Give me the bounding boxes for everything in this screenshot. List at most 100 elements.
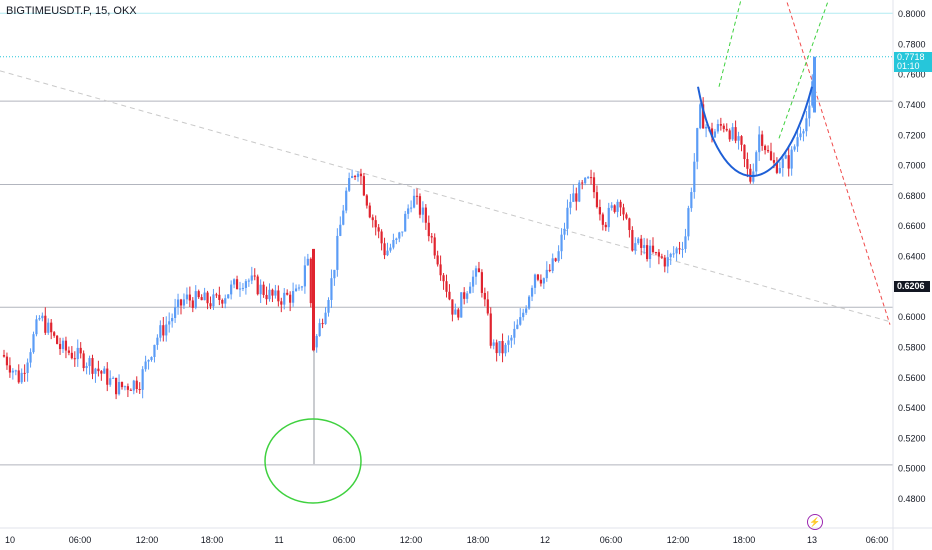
candle-body: [740, 136, 743, 145]
candle-body: [805, 118, 808, 132]
candle-body: [471, 276, 475, 287]
candle-body: [318, 323, 321, 336]
candle-body: [681, 248, 684, 250]
candle-body: [289, 294, 292, 303]
candle-body: [2, 355, 6, 357]
candle-body: [303, 265, 306, 287]
red-dashed-line: [785, 0, 891, 325]
candle-body: [383, 243, 386, 256]
candle-body: [808, 105, 811, 119]
candle-body: [731, 127, 734, 140]
price-tick-label: 0.6800: [898, 191, 926, 201]
descending-trend-line: [0, 70, 891, 323]
candle-body: [784, 155, 787, 159]
time-tick-label: 06:00: [600, 535, 623, 545]
candle-body: [539, 279, 542, 284]
candle-body: [424, 207, 427, 223]
candle-body: [436, 255, 439, 265]
candle-body: [67, 350, 70, 353]
candle-body: [407, 208, 410, 214]
candle-body: [327, 299, 330, 313]
candlesticks: [2, 56, 816, 465]
time-tick-label: 12:00: [136, 535, 159, 545]
candle-body: [256, 276, 259, 295]
candle-body: [775, 162, 778, 173]
candle-body: [766, 150, 770, 152]
candle-body: [678, 248, 681, 250]
candle-body: [421, 207, 424, 215]
candle-body: [554, 258, 557, 261]
candle-body: [755, 152, 758, 172]
candle-body: [486, 299, 489, 314]
candle-body: [85, 366, 88, 369]
candle-body: [271, 289, 274, 296]
candle-body: [634, 243, 637, 251]
candle-body: [439, 264, 442, 276]
candle-body: [525, 308, 528, 313]
time-tick-label: 18:00: [467, 535, 490, 545]
candle-body: [262, 284, 265, 295]
candle-body: [790, 149, 793, 169]
candle-body: [365, 195, 368, 206]
candle-body: [483, 292, 486, 300]
candle-body: [79, 347, 82, 354]
candle-body: [415, 195, 419, 197]
candle-body: [212, 294, 215, 307]
candle-body: [20, 372, 23, 383]
candle-body: [41, 315, 44, 319]
candle-body: [463, 292, 466, 299]
lightning-icon[interactable]: ⚡: [807, 514, 823, 530]
candle-body: [781, 158, 784, 168]
candle-body: [162, 325, 165, 336]
candle-body: [150, 356, 153, 361]
candle-body: [112, 377, 115, 379]
candle-body: [572, 193, 575, 202]
candle-body: [728, 130, 731, 140]
candle-body: [445, 281, 448, 292]
candle-body: [690, 192, 693, 209]
candle-body: [578, 182, 581, 202]
candle-body: [457, 309, 460, 318]
price-tick-label: 0.8000: [898, 9, 926, 19]
candle-body: [522, 312, 525, 318]
candle-body: [389, 247, 392, 251]
price-axis[interactable]: 0.8000 0.7800 0.7600 0.7400 0.7200 0.7000 0.68…: [892, 0, 926, 550]
candle-body: [672, 253, 675, 255]
candle-body: [194, 291, 197, 308]
candle-body: [412, 195, 416, 208]
candle-body: [696, 128, 699, 162]
candle-body: [631, 230, 634, 251]
candle-body: [144, 361, 147, 370]
candle-body: [182, 299, 186, 306]
candle-body: [306, 258, 309, 266]
candle-body: [734, 127, 737, 141]
time-axis[interactable]: 10 06:00 12:00 18:00 11 06:00 12:00 18:00 12 06:0…: [0, 527, 932, 545]
candle-body: [536, 274, 540, 280]
candle-body: [598, 207, 601, 215]
candle-body: [56, 335, 59, 344]
candle-body: [244, 281, 247, 288]
candle-body: [519, 317, 522, 325]
candle-body: [292, 291, 295, 303]
candle-body: [495, 342, 498, 354]
symbol-title: BIGTIMEUSDT.P, 15, OKX: [6, 5, 137, 17]
candle-body: [82, 353, 85, 369]
candle-body: [719, 124, 722, 126]
candle-body: [35, 319, 38, 335]
candle-body: [274, 290, 277, 296]
candle-body: [474, 268, 478, 277]
candle-body: [392, 240, 395, 248]
candle-body: [356, 173, 360, 178]
candle-body: [238, 288, 242, 290]
time-tick-label: 18:00: [733, 535, 756, 545]
candle-body: [451, 299, 454, 315]
candle-body: [666, 257, 669, 267]
price-tick-label: 0.5800: [898, 342, 926, 352]
candle-body: [197, 291, 200, 298]
candle-body: [687, 208, 690, 237]
horizontal-levels: [0, 12, 893, 466]
candle-body: [224, 298, 227, 304]
candle-body: [53, 332, 56, 336]
candle-body: [73, 358, 76, 360]
